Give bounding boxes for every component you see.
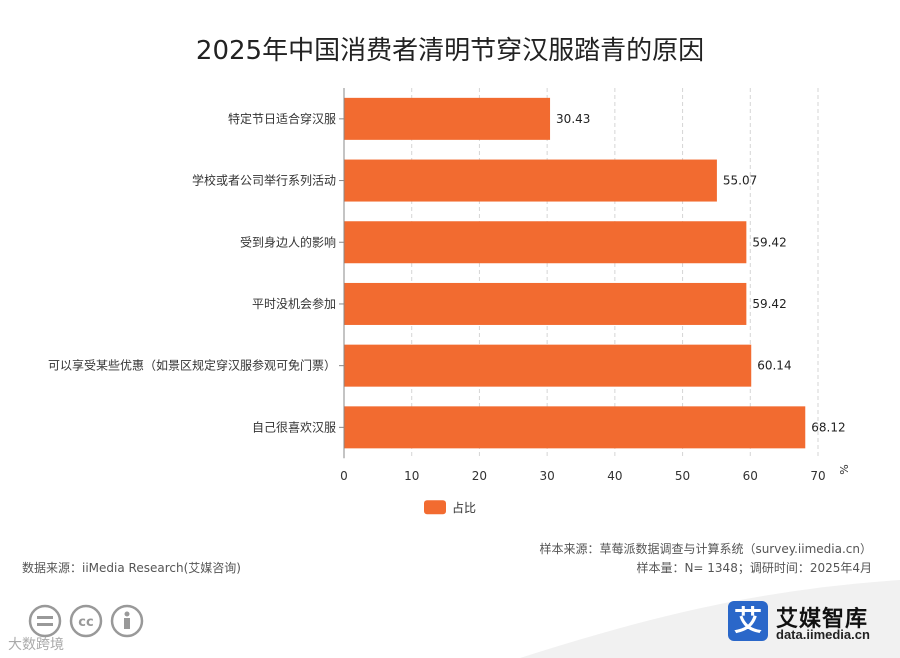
x-tick-label: 20 bbox=[472, 469, 487, 483]
watermark: 大数跨境 bbox=[8, 637, 64, 653]
bar-chart: 0 10 20 30 40 50 60 70 % 特定节日适合穿汉服 30.43 学校或者公司举行系列… bbox=[48, 88, 850, 515]
legend-label: 占比 bbox=[452, 500, 476, 515]
bar bbox=[344, 406, 806, 449]
cc-by-icon bbox=[110, 604, 144, 638]
data-label: 30.43 bbox=[556, 112, 590, 126]
x-tick-label: 30 bbox=[540, 469, 555, 483]
chart-title: 2025年中国消费者清明节穿汉服踏青的原因 bbox=[195, 36, 705, 66]
category-label: 受到身边人的影响 bbox=[240, 234, 336, 249]
legend-swatch bbox=[424, 500, 446, 515]
license-icons: cc bbox=[28, 604, 148, 645]
brand-url: data.iimedia.cn bbox=[776, 627, 870, 642]
svg-text:cc: cc bbox=[78, 615, 93, 630]
cc-icon: cc bbox=[69, 604, 103, 638]
data-source: 数据来源：iiMedia Research(艾媒咨询) bbox=[22, 561, 241, 575]
x-tick-label: 60 bbox=[743, 469, 758, 483]
brand-logo-icon: 艾 bbox=[728, 601, 768, 641]
bar bbox=[344, 344, 752, 387]
data-label: 68.12 bbox=[811, 420, 845, 434]
data-label: 55.07 bbox=[723, 174, 757, 188]
data-label: 59.42 bbox=[752, 297, 786, 311]
category-label: 可以享受某些优惠（如景区规定穿汉服参观可免门票） bbox=[48, 358, 336, 373]
bar bbox=[344, 159, 717, 202]
data-label: 60.14 bbox=[757, 359, 791, 373]
x-tick-label: 70 bbox=[810, 469, 825, 483]
bar bbox=[344, 221, 747, 264]
bar bbox=[344, 282, 747, 325]
category-label: 平时没机会参加 bbox=[252, 296, 336, 311]
category-label: 学校或者公司举行系列活动 bbox=[192, 173, 336, 188]
x-tick-label: 10 bbox=[404, 469, 419, 483]
x-tick-label: 50 bbox=[675, 469, 690, 483]
decorative-wave bbox=[520, 580, 900, 658]
data-label: 59.42 bbox=[752, 235, 786, 249]
category-label: 自己很喜欢汉服 bbox=[252, 419, 336, 434]
category-label: 特定节日适合穿汉服 bbox=[228, 111, 336, 126]
cc-equal-icon bbox=[28, 604, 62, 638]
x-tick-label: 0 bbox=[340, 469, 348, 483]
x-unit-label: % bbox=[837, 464, 850, 474]
sample-source: 样本来源：草莓派数据调查与计算系统（survey.iimedia.cn） bbox=[539, 542, 872, 556]
brand-name: 艾媒智库 bbox=[776, 607, 869, 632]
bar bbox=[344, 97, 551, 140]
x-tick-label: 40 bbox=[607, 469, 622, 483]
sample-info: 样本量：N= 1348；调研时间：2025年4月 bbox=[636, 561, 872, 575]
